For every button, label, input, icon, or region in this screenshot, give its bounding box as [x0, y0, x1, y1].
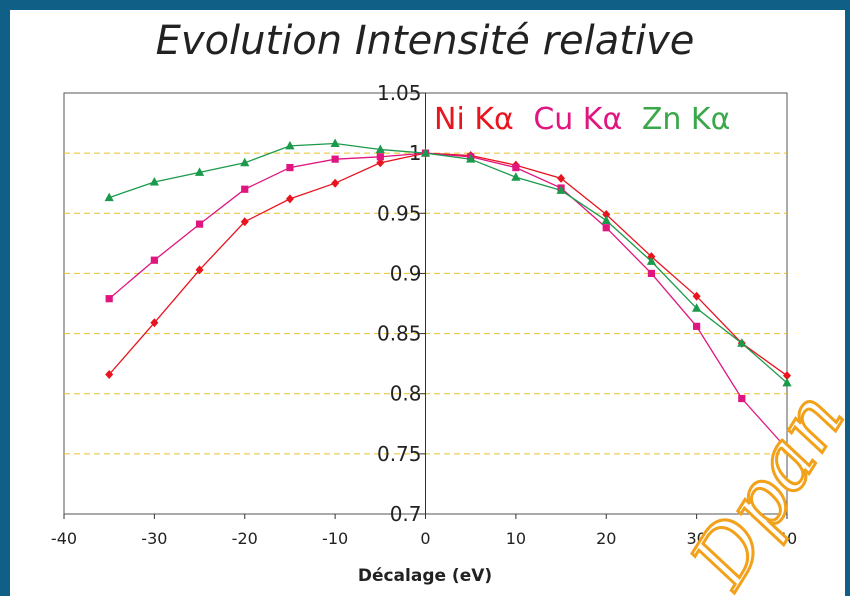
data-point — [420, 148, 431, 157]
data-point — [286, 163, 294, 172]
data-point — [330, 138, 340, 148]
y-tick-label: 1 — [409, 141, 422, 165]
data-point — [195, 220, 204, 228]
series-line-2 — [108, 142, 788, 384]
data-point — [240, 217, 249, 227]
data-point — [375, 144, 385, 154]
data-point — [376, 153, 384, 161]
data-point — [557, 173, 566, 183]
data-point — [285, 140, 295, 150]
y-tick-label: 0.95 — [377, 201, 422, 225]
data-point — [466, 154, 476, 163]
data-point — [195, 265, 204, 275]
data-point — [105, 295, 113, 303]
data-point — [556, 185, 566, 194]
data-point — [601, 215, 611, 225]
y-tick-label: 0.8 — [390, 382, 422, 406]
data-point — [783, 371, 791, 381]
data-point — [240, 157, 250, 167]
data-point — [512, 163, 520, 172]
chart-title: Evolution Intensité relative — [155, 18, 695, 64]
x-tick-label: 30 — [686, 529, 706, 548]
x-tick-label: -20 — [232, 529, 258, 548]
data-point — [376, 158, 385, 168]
data-point — [602, 224, 610, 232]
series-lines — [108, 142, 788, 450]
legend-item-zn: Zn Kα — [641, 102, 731, 137]
x-tick-label: 10 — [506, 529, 526, 548]
frame-top — [0, 0, 850, 10]
data-point — [285, 194, 294, 204]
data-point — [783, 445, 791, 453]
x-tick-label: 20 — [596, 529, 616, 548]
data-point — [647, 269, 656, 278]
x-tick-labels: -40 -30 -20 -10 0 10 20 30 40 — [51, 529, 797, 548]
series-markers — [104, 138, 792, 453]
x-tick-label: 0 — [420, 529, 430, 548]
y-tick-label: 1.05 — [377, 81, 422, 105]
data-point — [104, 192, 114, 202]
x-tick-label: -30 — [141, 529, 167, 548]
data-point — [149, 177, 159, 186]
data-point — [511, 172, 521, 181]
data-point — [150, 256, 158, 264]
data-point — [737, 338, 747, 347]
data-point — [646, 256, 657, 265]
data-point — [194, 167, 205, 176]
y-tick-label: 0.75 — [377, 442, 422, 466]
series-line-1 — [108, 152, 788, 450]
y-tick-label: 0.85 — [377, 322, 422, 346]
frame-right — [845, 0, 850, 596]
x-tick-label: -10 — [322, 529, 348, 548]
frame-left — [0, 0, 10, 596]
legend: Ni Kα Cu Kα Zn Kα — [434, 102, 740, 137]
data-point — [692, 291, 701, 301]
legend-item-cu: Cu Kα — [533, 102, 623, 137]
data-point — [602, 209, 611, 219]
data-point — [693, 322, 701, 330]
data-point — [738, 394, 746, 403]
y-tick-labels: 0.7 0.75 0.8 0.85 0.9 0.95 1 1.05 — [377, 81, 422, 526]
data-point — [331, 178, 340, 188]
data-point — [692, 303, 702, 312]
data-point — [241, 185, 249, 193]
x-axis-label: Décalage (eV) — [357, 566, 493, 586]
data-point — [782, 377, 792, 387]
data-point — [150, 318, 159, 328]
y-tick-label: 0.7 — [390, 502, 422, 526]
data-point — [331, 155, 339, 163]
data-point — [105, 369, 114, 379]
legend-item-ni: Ni Kα — [434, 102, 514, 137]
x-tick-label: -40 — [51, 529, 77, 548]
x-tick-label: 40 — [777, 529, 797, 548]
y-tick-label: 0.9 — [390, 261, 422, 285]
